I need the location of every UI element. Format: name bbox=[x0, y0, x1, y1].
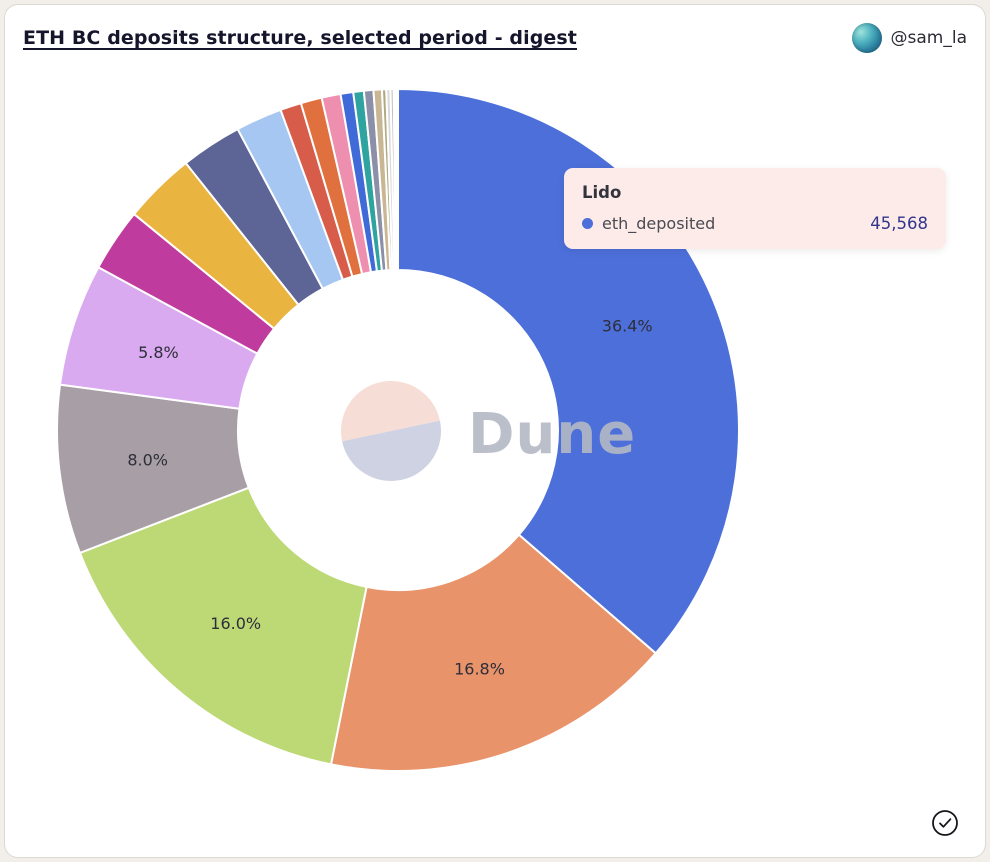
pie-slice[interactable] bbox=[330, 533, 657, 772]
series-color-dot-icon bbox=[582, 218, 593, 229]
chart-title: ETH BC deposits structure, selected peri… bbox=[23, 27, 577, 49]
slice-label: 16.8% bbox=[454, 659, 505, 678]
slice-labels-group: 36.4% 16.8% 16.0% 8.0% 5.8% bbox=[127, 316, 652, 678]
slice-label: 16.0% bbox=[210, 614, 261, 633]
watermark-logo-bottom-half bbox=[342, 420, 441, 481]
card-header: ETH BC deposits structure, selected peri… bbox=[23, 23, 967, 53]
chart-tooltip: Lido eth_deposited 45,568 bbox=[564, 168, 946, 249]
watermark-text: Dune bbox=[468, 402, 636, 467]
author-avatar[interactable] bbox=[851, 23, 882, 53]
pie-slice[interactable] bbox=[78, 486, 368, 766]
check-circle-button[interactable] bbox=[931, 809, 959, 837]
tooltip-series-label: eth_deposited bbox=[602, 214, 716, 233]
chart-card: ETH BC deposits structure, selected peri… bbox=[4, 4, 986, 858]
pie-slice[interactable] bbox=[394, 88, 399, 271]
dune-watermark: Dune bbox=[341, 381, 636, 481]
tooltip-row: eth_deposited 45,568 bbox=[582, 214, 928, 233]
slice-label: 36.4% bbox=[602, 316, 653, 335]
slice-label: 5.8% bbox=[138, 343, 179, 362]
tooltip-value: 45,568 bbox=[870, 214, 928, 233]
watermark-logo-top-half bbox=[341, 381, 440, 442]
check-circle-icon bbox=[932, 810, 958, 836]
slice-label: 8.0% bbox=[127, 451, 168, 470]
author-handle[interactable]: @sam_la bbox=[890, 28, 967, 48]
tooltip-title: Lido bbox=[582, 183, 622, 202]
author-block[interactable]: @sam_la bbox=[851, 23, 967, 53]
